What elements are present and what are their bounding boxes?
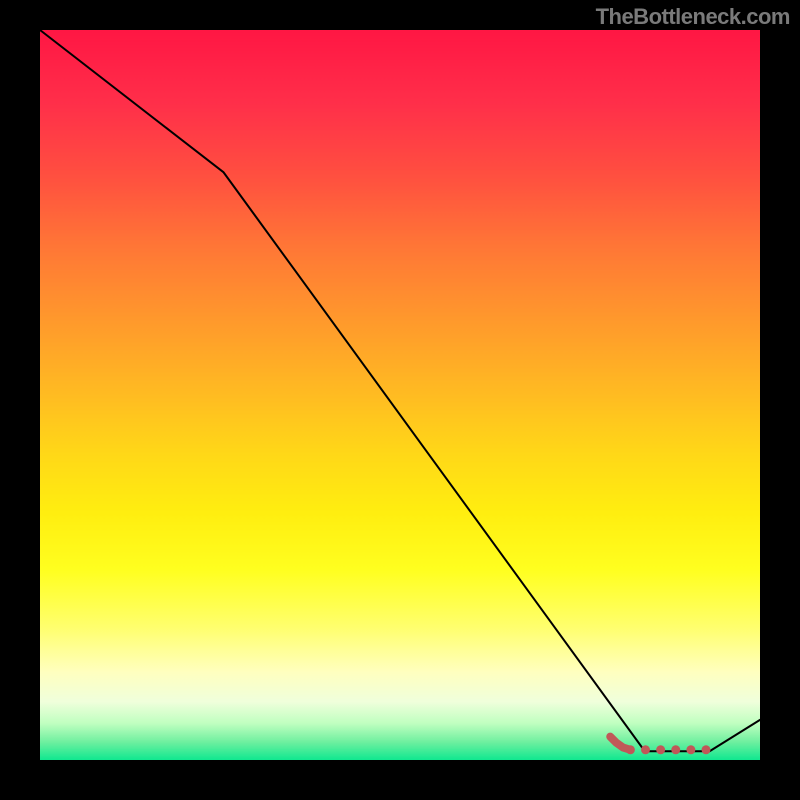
chart-overlay-svg: [40, 30, 760, 760]
caterpillar-segment: [641, 745, 650, 754]
plot-area: [40, 30, 760, 760]
caterpillar-segment: [656, 745, 665, 754]
caterpillar-segment: [626, 745, 635, 754]
caterpillar-segment: [671, 745, 680, 754]
caterpillar-segment: [686, 745, 695, 754]
bottleneck-curve: [40, 30, 760, 751]
caterpillar-segment: [702, 745, 711, 754]
chart-container: TheBottleneck.com: [0, 0, 800, 800]
watermark-text: TheBottleneck.com: [596, 4, 790, 30]
